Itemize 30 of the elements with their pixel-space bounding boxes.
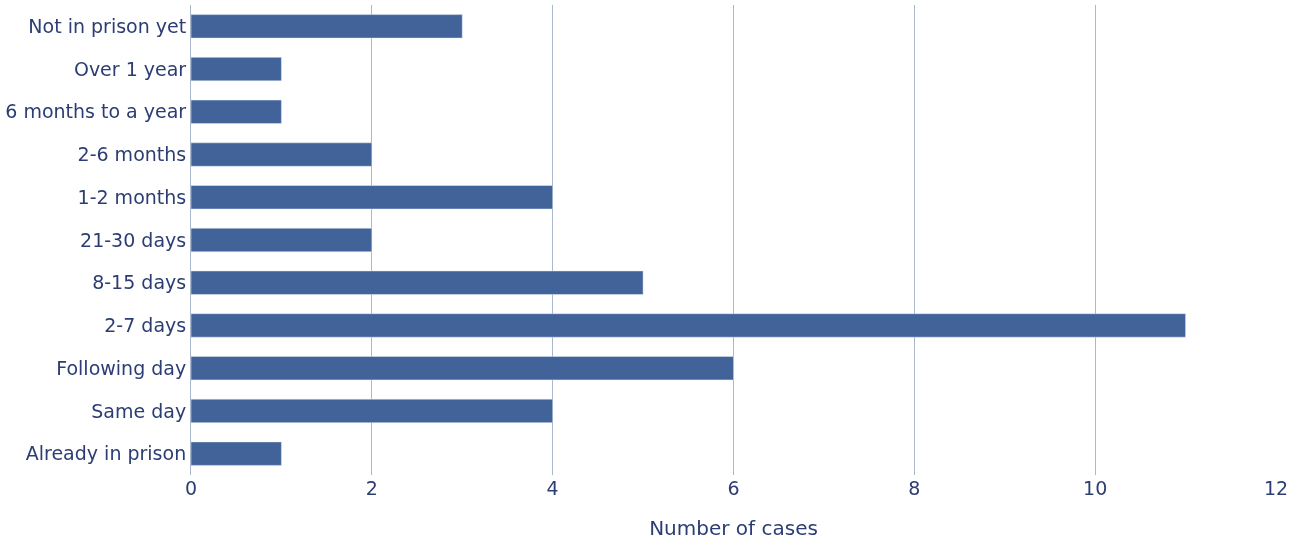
y-tick-label: 2-7 days [104, 314, 187, 337]
y-tick-label: 8-15 days [92, 271, 187, 294]
bar [191, 14, 463, 39]
y-tick-label: 1-2 months [77, 185, 187, 208]
x-tick-label: 4 [546, 477, 559, 499]
bar [191, 57, 282, 82]
x-tick-label: 8 [908, 477, 921, 499]
y-tick-label: Already in prison [25, 442, 187, 465]
x-tick-label: 2 [365, 477, 378, 499]
y-tick-label: 6 months to a year [5, 100, 187, 123]
y-tick-label: Not in prison yet [28, 15, 187, 38]
y-tick-label: 21-30 days [80, 228, 187, 251]
bar [191, 185, 553, 210]
x-tick-label: 12 [1263, 477, 1289, 499]
bar [191, 313, 1186, 338]
bar [191, 270, 644, 295]
bar [191, 398, 553, 423]
y-tick-label: 2-6 months [77, 143, 187, 166]
x-tick-label: 0 [184, 477, 198, 499]
x-axis-title: Number of cases [649, 515, 818, 540]
y-tick-label: Over 1 year [73, 57, 187, 80]
x-tick-label: 10 [1083, 477, 1108, 499]
y-tick-label: Following day [56, 356, 187, 379]
bar [191, 228, 373, 252]
bar [191, 441, 282, 466]
x-tick-label: 6 [727, 477, 740, 499]
bar [191, 142, 373, 167]
y-tick-label: Same day [91, 399, 187, 422]
bar [191, 356, 734, 381]
bar [191, 99, 282, 124]
